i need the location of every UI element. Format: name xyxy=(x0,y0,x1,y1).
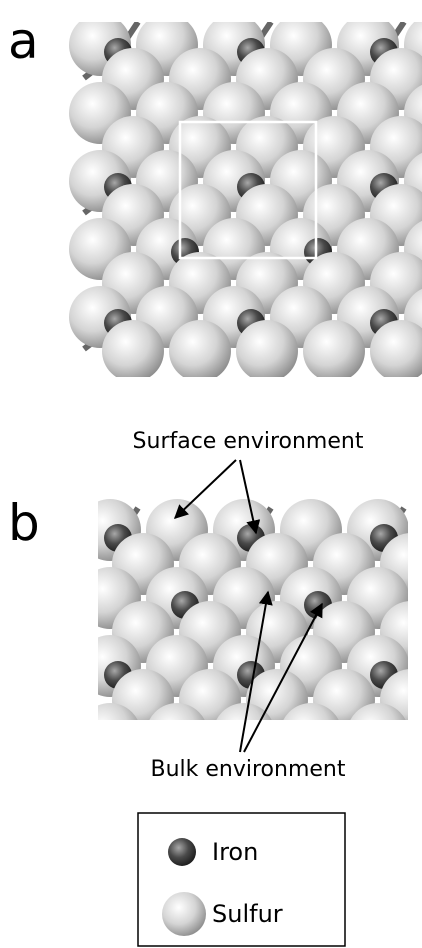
sulfur-atom xyxy=(216,703,272,720)
sulfur-atom xyxy=(414,567,422,629)
sulfur-atom xyxy=(313,669,375,720)
iron-symbol xyxy=(168,838,196,866)
sulfur-atom xyxy=(169,320,231,377)
arrow xyxy=(239,590,273,753)
sulfur-atom xyxy=(236,320,298,377)
sulfur-atom xyxy=(370,320,422,377)
arrow xyxy=(243,602,323,753)
unit-cell xyxy=(178,120,318,260)
annotation: Bulk environment xyxy=(151,757,346,782)
arrow xyxy=(173,459,237,519)
sulfur-atom xyxy=(283,703,339,720)
sulfur-atom xyxy=(246,669,308,720)
sulfur-atom xyxy=(414,499,422,561)
legend-label: Iron xyxy=(212,838,258,866)
panel-label: a xyxy=(8,12,39,70)
sulfur-symbol xyxy=(162,892,206,936)
structure-top-view xyxy=(69,22,422,377)
legend-box xyxy=(137,812,346,947)
sulfur-atom xyxy=(179,669,241,720)
sulfur-atom xyxy=(102,320,164,377)
panel-label: b xyxy=(8,494,40,552)
arrow xyxy=(239,459,261,535)
sulfur-atom xyxy=(98,703,138,720)
legend: Iron Sulfur xyxy=(137,812,346,947)
sulfur-atom xyxy=(414,635,422,697)
sulfur-atom xyxy=(414,703,422,765)
legend-label: Sulfur xyxy=(212,900,283,928)
annotation: Surface environment xyxy=(133,429,364,454)
sulfur-atom xyxy=(350,703,406,720)
sulfur-atom xyxy=(149,703,205,720)
structure-side-view xyxy=(98,499,422,765)
sulfur-atom xyxy=(303,320,365,377)
sulfur-atom xyxy=(112,669,174,720)
